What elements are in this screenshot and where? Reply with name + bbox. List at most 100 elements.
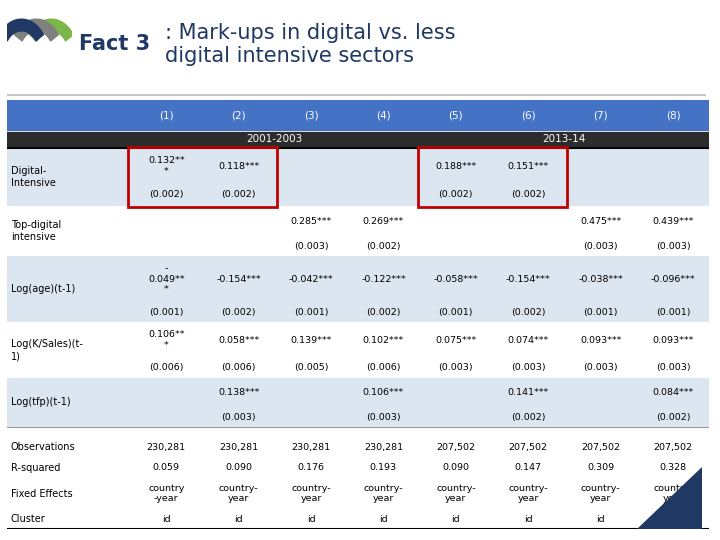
Text: 0.102***: 0.102***	[363, 336, 404, 345]
Bar	[7, 510, 709, 529]
Text: 230,281: 230,281	[292, 443, 330, 452]
Text: (0.002): (0.002)	[221, 308, 256, 317]
Text: country-
year: country- year	[653, 484, 693, 503]
Text: Cluster: Cluster	[11, 515, 45, 524]
Bar	[7, 408, 709, 427]
Text: (0.005): (0.005)	[294, 363, 328, 373]
Text: -0.058***: -0.058***	[433, 275, 478, 284]
Text: country
-year: country -year	[148, 484, 184, 503]
Text: (0.003): (0.003)	[583, 363, 618, 373]
Text: (2): (2)	[231, 110, 246, 120]
Text: 0.139***: 0.139***	[290, 336, 332, 345]
Text: -0.154***: -0.154***	[216, 275, 261, 284]
Text: (0.002): (0.002)	[656, 413, 690, 422]
Text: -0.096***: -0.096***	[651, 275, 696, 284]
Text: (0.003): (0.003)	[656, 242, 690, 251]
Bar	[7, 184, 709, 206]
Text: id: id	[451, 515, 460, 524]
Text: 0.084***: 0.084***	[652, 388, 693, 397]
Text: Top-digital
intensive: Top-digital intensive	[11, 220, 61, 242]
Text: (0.002): (0.002)	[366, 308, 400, 317]
Text: (0.002): (0.002)	[511, 413, 546, 422]
Text: R-squared: R-squared	[11, 463, 60, 473]
Text: (0.006): (0.006)	[149, 363, 184, 373]
Text: (0.003): (0.003)	[294, 242, 328, 251]
Bar	[7, 100, 709, 131]
Text: (0.001): (0.001)	[294, 308, 328, 317]
Text: country-
year: country- year	[219, 484, 258, 503]
Text: 0.132**
*: 0.132** *	[148, 156, 184, 176]
Text: -0.038***: -0.038***	[578, 275, 623, 284]
Text: 230,281: 230,281	[219, 443, 258, 452]
Text: Log(tfp)(t-1): Log(tfp)(t-1)	[11, 397, 71, 408]
Text: Digital-
Intensive: Digital- Intensive	[11, 166, 55, 188]
Text: -0.042***: -0.042***	[289, 275, 333, 284]
Text: 0.141***: 0.141***	[508, 388, 549, 397]
Text: 207,502: 207,502	[581, 443, 620, 452]
Text: (0.001): (0.001)	[438, 308, 473, 317]
Bar	[7, 358, 709, 378]
Text: 0.151***: 0.151***	[508, 161, 549, 171]
Text: (4): (4)	[376, 110, 391, 120]
Text: Observations: Observations	[11, 442, 76, 453]
Text: 0.147: 0.147	[515, 463, 541, 472]
Text: 230,281: 230,281	[364, 443, 403, 452]
Text: 0.075***: 0.075***	[435, 336, 477, 345]
Text: 0.328: 0.328	[660, 463, 687, 472]
Text: -
0.049**
*: - 0.049** *	[148, 265, 184, 294]
Bar	[7, 131, 709, 148]
Text: 2013-14: 2013-14	[543, 134, 586, 144]
Text: -0.154***: -0.154***	[506, 275, 551, 284]
Bar	[7, 256, 709, 302]
Text: 0.188***: 0.188***	[435, 161, 477, 171]
Text: (7): (7)	[593, 110, 608, 120]
Bar	[7, 436, 709, 458]
Text: (0.002): (0.002)	[366, 242, 400, 251]
Text: (8): (8)	[666, 110, 680, 120]
Text: -0.122***: -0.122***	[361, 275, 406, 284]
Text: (0.003): (0.003)	[511, 363, 546, 373]
Text: (5): (5)	[449, 110, 463, 120]
Text: 0.309: 0.309	[587, 463, 614, 472]
Text: (0.002): (0.002)	[438, 191, 473, 199]
Text: country-
year: country- year	[364, 484, 403, 503]
Text: 0.074***: 0.074***	[508, 336, 549, 345]
Text: 0.176: 0.176	[297, 463, 325, 472]
Text: (0.003): (0.003)	[656, 363, 690, 373]
Text: id: id	[669, 515, 678, 524]
Text: (0.002): (0.002)	[511, 191, 546, 199]
Bar	[7, 378, 709, 408]
Text: (0.002): (0.002)	[149, 191, 184, 199]
Text: (0.006): (0.006)	[221, 363, 256, 373]
Text: 0.093***: 0.093***	[652, 336, 693, 345]
Text: 0.193: 0.193	[370, 463, 397, 472]
Text: (0.001): (0.001)	[149, 308, 184, 317]
Text: 0.285***: 0.285***	[290, 217, 332, 226]
Bar	[7, 302, 709, 322]
Text: 0.106**
*: 0.106** *	[148, 330, 184, 350]
Text: (0.006): (0.006)	[366, 363, 400, 373]
Text: id: id	[162, 515, 171, 524]
Text: Log(age)(t-1): Log(age)(t-1)	[11, 284, 75, 294]
Text: 0.475***: 0.475***	[580, 217, 621, 226]
Text: id: id	[379, 515, 388, 524]
Text: country-
year: country- year	[581, 484, 621, 503]
Text: (0.002): (0.002)	[511, 308, 546, 317]
Text: country-
year: country- year	[508, 484, 548, 503]
Text: (0.001): (0.001)	[583, 308, 618, 317]
Text: 0.118***: 0.118***	[218, 161, 259, 171]
Bar	[7, 322, 709, 358]
Text: (0.003): (0.003)	[366, 413, 401, 422]
Text: (1): (1)	[159, 110, 174, 120]
Text: 0.059: 0.059	[153, 463, 180, 472]
Text: 207,502: 207,502	[509, 443, 548, 452]
Text: id: id	[524, 515, 533, 524]
Text: 207,502: 207,502	[654, 443, 693, 452]
Text: id: id	[596, 515, 605, 524]
Polygon shape	[637, 467, 702, 529]
Text: (0.001): (0.001)	[656, 308, 690, 317]
Polygon shape	[14, 19, 58, 41]
Text: 0.058***: 0.058***	[218, 336, 259, 345]
Text: (6): (6)	[521, 110, 536, 120]
Text: 0.106***: 0.106***	[363, 388, 404, 397]
